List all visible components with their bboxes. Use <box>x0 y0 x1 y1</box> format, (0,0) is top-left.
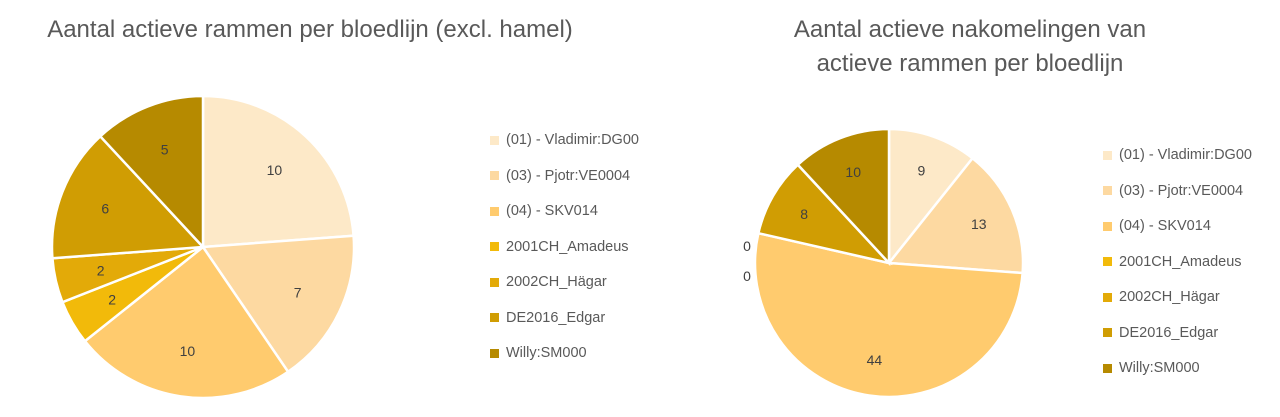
legend-swatch <box>490 171 499 180</box>
pie-slice-willy-sm000 <box>796 127 891 267</box>
pie-slice-de2016-edgar <box>756 163 893 266</box>
pie-slice-04-skv014 <box>753 231 1024 399</box>
pie-slice-de2016-edgar <box>50 134 206 260</box>
data-label-2001ch-amadeus: 0 <box>743 238 751 254</box>
pie-slice-03-pjotr-ve0004 <box>886 156 1025 275</box>
data-label-04-skv014: 10 <box>180 343 196 359</box>
legend-item-03-pjotr-ve0004: (03) - Pjotr:VE0004 <box>490 164 639 188</box>
legend-swatch <box>1103 328 1112 337</box>
pie-chart: 10 7 10 22 6 5 <box>50 94 356 400</box>
legend-label: (04) - SKV014 <box>1119 218 1211 234</box>
chart-nakomelingen: Aantal actieve nakomelingen van actieve … <box>640 0 1280 417</box>
legend-label: DE2016_Edgar <box>506 309 606 326</box>
data-label-2002ch-h-gar: 2 <box>97 262 105 278</box>
legend-label: 2001CH_Amadeus <box>506 238 629 255</box>
pie-slice-willy-sm000 <box>98 94 205 251</box>
legend-item-de2016-edgar: DE2016_Edgar <box>1103 321 1252 345</box>
data-label-2002ch-h-gar: 0 <box>743 268 751 284</box>
data-label-01-vladimir-dg00: 9 <box>918 163 926 179</box>
legend-label: (03) - Pjotr:VE0004 <box>1119 182 1244 199</box>
legend-label: 2002CH_Hägar <box>1119 289 1220 305</box>
legend-item-2002ch-h-gar: 2002CH_Hägar <box>490 270 639 294</box>
legend-item-willy-sm000: Willy:SM000 <box>1103 356 1252 380</box>
data-label-de2016-edgar: 6 <box>101 201 109 217</box>
chart-title: Aantal actieve nakomelingen van actieve … <box>793 16 1147 77</box>
data-label-2001ch-amadeus: 2 <box>108 292 116 308</box>
legend-item-04-skv014: (04) - SKV014 <box>490 199 639 223</box>
legend-label: (03) - Pjotr:VE0004 <box>506 167 631 184</box>
data-label-04-skv014: 44 <box>867 352 883 368</box>
chart-rammen: Aantal actieve rammen per bloedlijn (exc… <box>47 16 639 400</box>
legend-swatch <box>490 206 499 216</box>
legend-item-2001ch-amadeus: 2001CH_Amadeus <box>490 235 639 259</box>
legend-swatch <box>490 313 499 322</box>
legend-item-01-vladimir-dg00: (01) - Vladimir:DG00 <box>490 128 639 152</box>
pie-slice-04-skv014 <box>83 245 290 400</box>
legend-item-2002ch-h-gar: 2002CH_Hägar <box>1103 285 1252 309</box>
legend-swatch <box>1103 292 1112 302</box>
data-label-willy-sm000: 10 <box>845 164 861 180</box>
legend-swatch <box>1103 150 1112 160</box>
chart-legend: (01) - Vladimir:DG00 (03) - Pjotr:VE0004 (… <box>490 128 639 377</box>
legend-swatch <box>490 242 499 251</box>
data-label-willy-sm000: 5 <box>161 141 169 157</box>
legend-swatch <box>1103 221 1112 231</box>
chart-title: Aantal actieve rammen per bloedlijn (exc… <box>47 16 573 43</box>
legend-label: (01) - Vladimir:DG00 <box>1119 147 1252 163</box>
data-label-03-pjotr-ve0004: 13 <box>971 216 987 232</box>
legend-swatch <box>490 348 499 358</box>
legend-label: 2001CH_Amadeus <box>1119 253 1242 270</box>
pie-slice-01-vladimir-dg00 <box>201 94 355 249</box>
data-label-01-vladimir-dg00: 10 <box>267 162 283 178</box>
legend-swatch <box>1103 186 1112 195</box>
legend-swatch <box>1103 363 1112 373</box>
chart-legend: (01) - Vladimir:DG00 (03) - Pjotr:VE0004 (… <box>1103 143 1252 392</box>
data-label-03-pjotr-ve0004: 7 <box>294 285 302 301</box>
legend-item-willy-sm000: Willy:SM000 <box>490 341 639 365</box>
legend-label: DE2016_Edgar <box>1119 324 1219 341</box>
legend-swatch <box>1103 257 1112 266</box>
data-label-de2016-edgar: 8 <box>800 206 808 222</box>
legend-item-04-skv014: (04) - SKV014 <box>1103 214 1252 238</box>
legend-swatch <box>490 135 499 145</box>
pie-chart: 9 13 44 0 0 8 10 <box>743 127 1025 399</box>
legend-item-01-vladimir-dg00: (01) - Vladimir:DG00 <box>1103 143 1252 167</box>
legend-label: 2002CH_Hägar <box>506 274 607 290</box>
pie-slice-01-vladimir-dg00 <box>887 127 975 267</box>
legend-item-de2016-edgar: DE2016_Edgar <box>490 306 639 330</box>
legend-label: Willy:SM000 <box>506 345 587 361</box>
pie-slice-03-pjotr-ve0004 <box>200 234 356 374</box>
legend-item-2001ch-amadeus: 2001CH_Amadeus <box>1103 250 1252 274</box>
legend-item-03-pjotr-ve0004: (03) - Pjotr:VE0004 <box>1103 179 1252 203</box>
legend-label: (04) - SKV014 <box>506 203 598 219</box>
legend-label: Willy:SM000 <box>1119 360 1200 376</box>
legend-label: (01) - Vladimir:DG00 <box>506 132 639 148</box>
legend-swatch <box>490 277 499 287</box>
